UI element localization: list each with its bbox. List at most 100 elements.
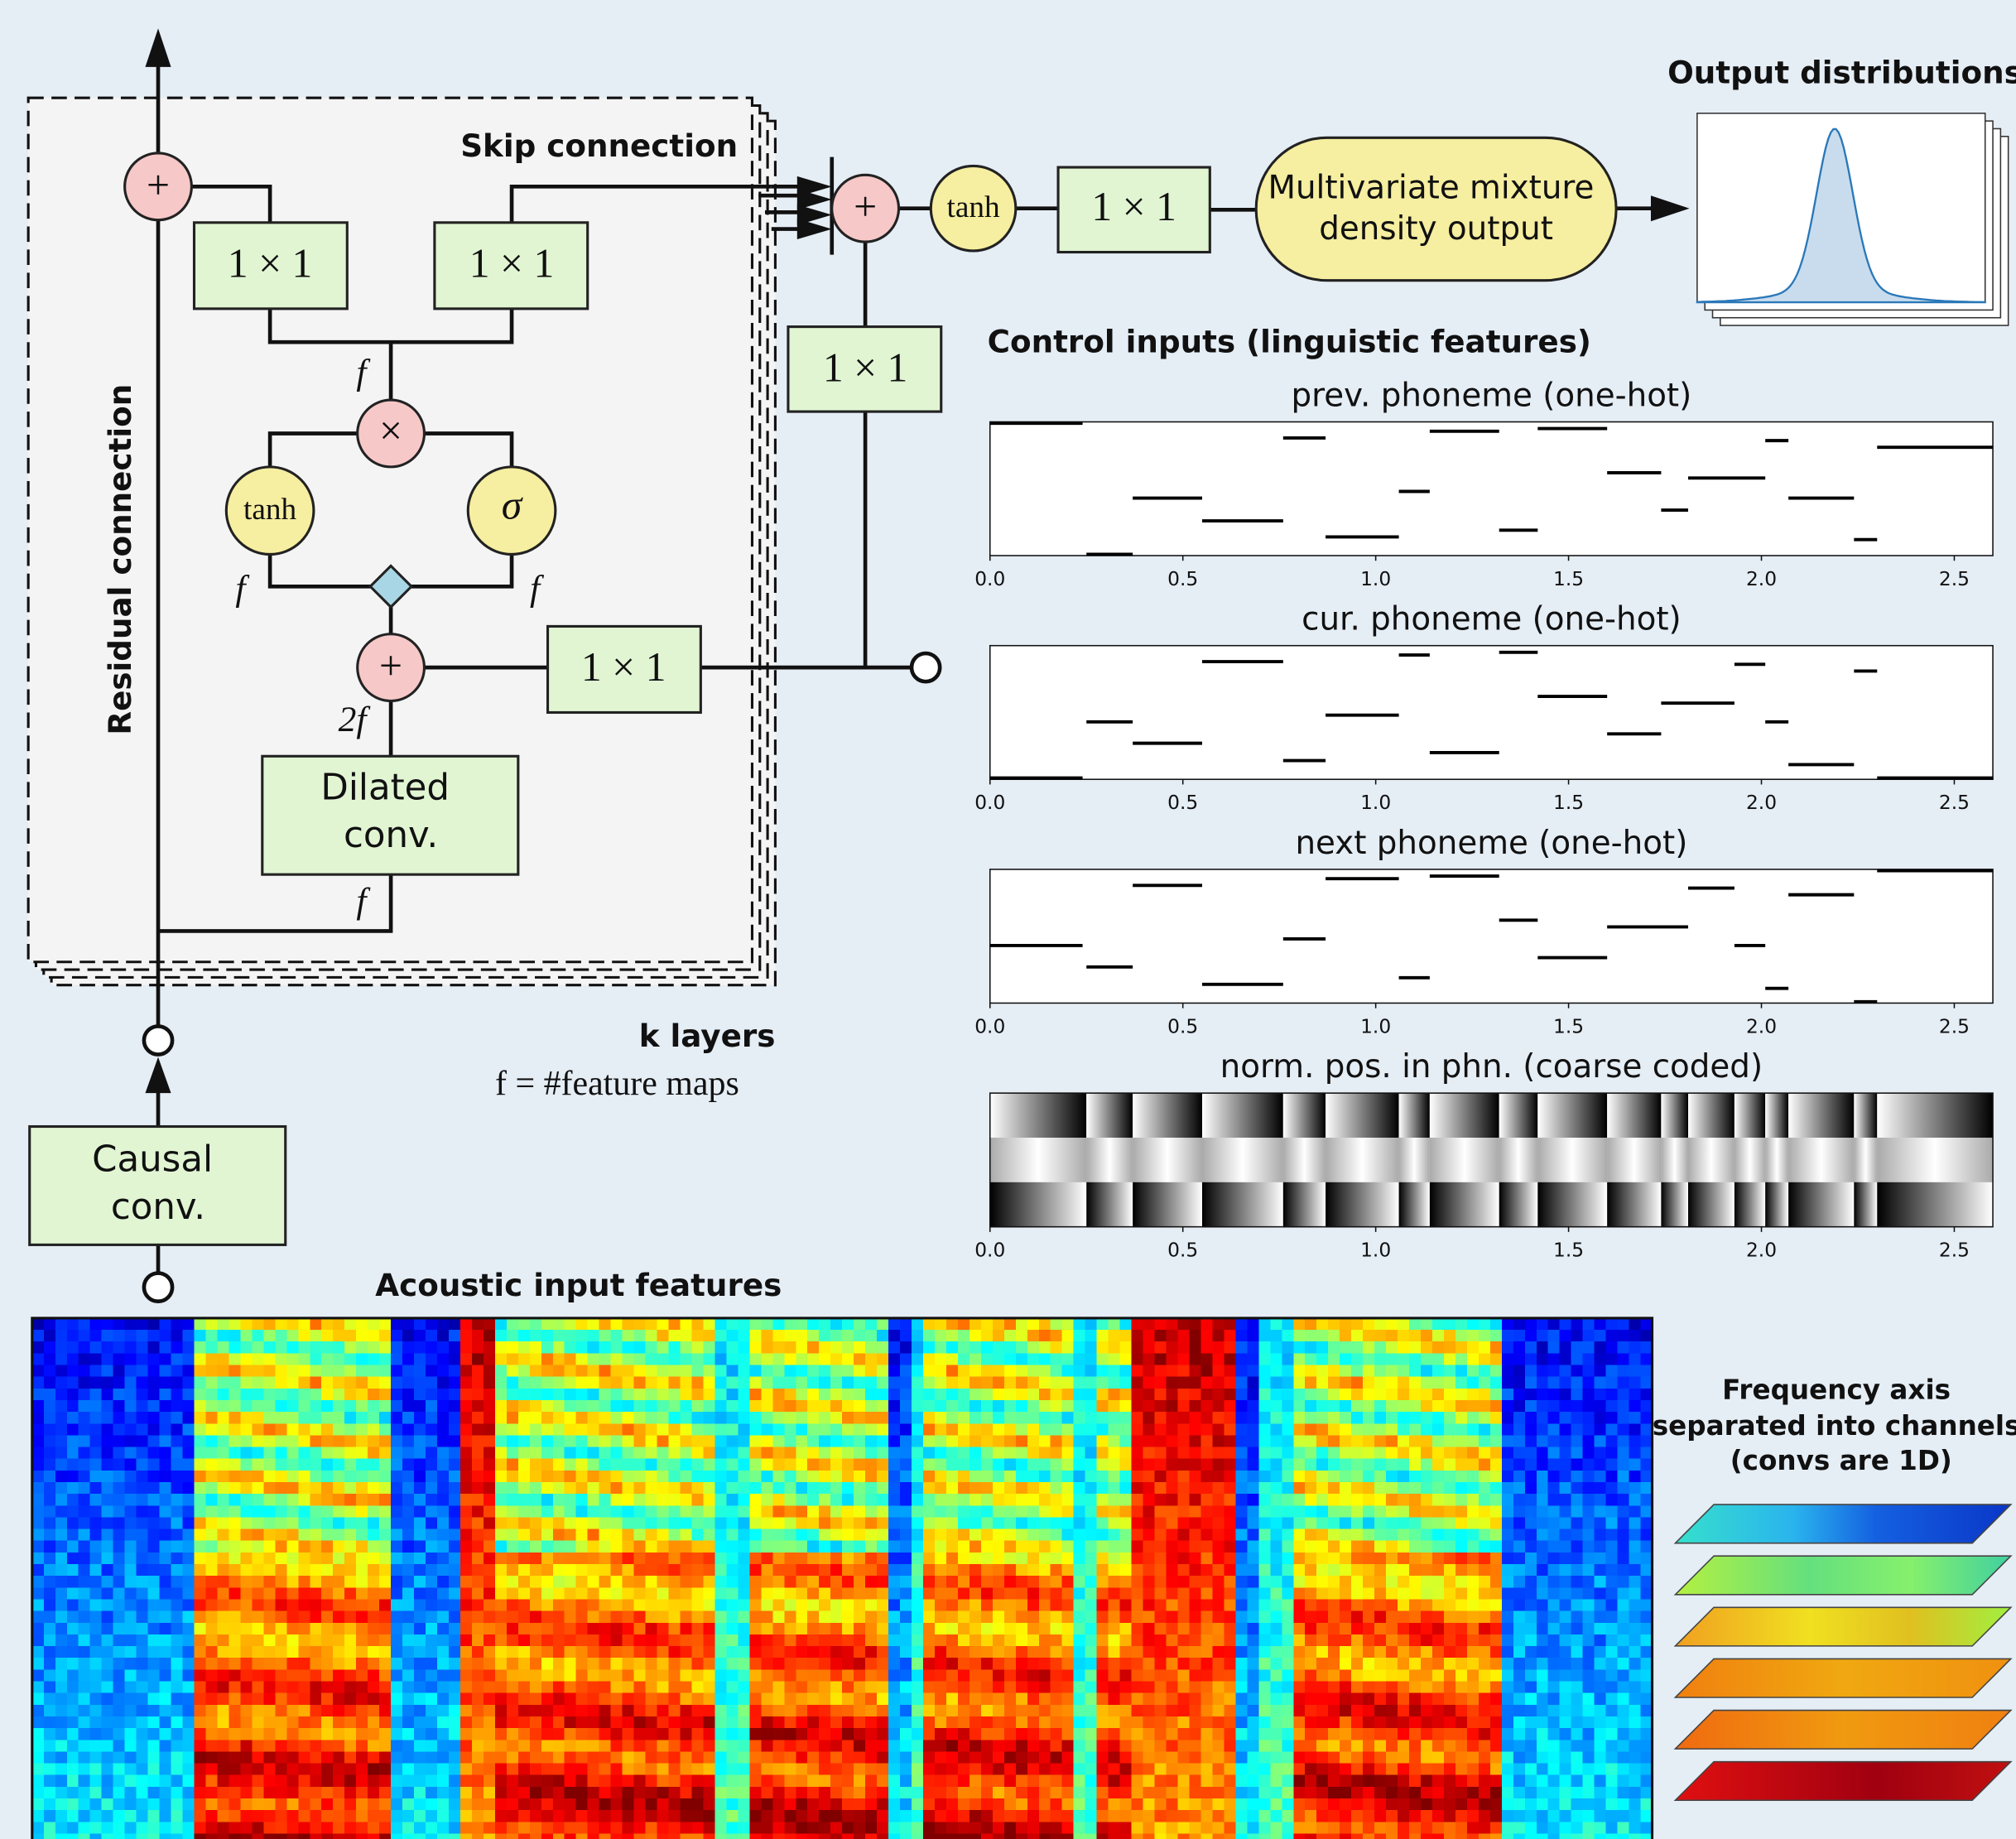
spectrogram-cell (171, 1764, 184, 1776)
spectrogram-cell (90, 1553, 103, 1565)
spectrogram-cell (865, 1611, 878, 1624)
spectrogram-cell (391, 1517, 403, 1529)
spectrogram-cell (565, 1646, 577, 1658)
spectrogram-cell (333, 1435, 345, 1447)
spectrogram-cell (484, 1517, 496, 1529)
spectrogram-cell (402, 1740, 415, 1752)
spectrogram-cell (333, 1833, 345, 1839)
spectrogram-cell (830, 1833, 843, 1839)
spectrogram-cell (1224, 1435, 1236, 1447)
spectrogram-cell (55, 1682, 68, 1694)
spectrogram-cell (703, 1529, 715, 1542)
spectrogram-cell (530, 1587, 542, 1600)
spectrogram-cell (55, 1553, 68, 1565)
spectrogram-cell (657, 1623, 670, 1635)
spectrogram-cell (240, 1693, 253, 1706)
spectrogram-cell (1016, 1459, 1028, 1471)
spectrogram-cell (669, 1611, 681, 1624)
spectrogram-cell (55, 1389, 68, 1401)
spectrogram-cell (888, 1775, 901, 1788)
spectrogram-cell (368, 1764, 380, 1776)
spectrogram-cell (946, 1634, 959, 1647)
spectrogram-cell (599, 1634, 612, 1647)
spectrogram-cell (1027, 1669, 1040, 1682)
spectrogram-cell (796, 1353, 808, 1365)
spectrogram-cell (344, 1365, 357, 1378)
spectrogram-cell (67, 1833, 79, 1839)
spectrogram-cell (368, 1564, 380, 1577)
spectrogram-cell (726, 1716, 739, 1729)
spectrogram-cell (344, 1775, 357, 1788)
spectrogram-cell (888, 1682, 901, 1694)
spectrogram-cell (646, 1494, 658, 1506)
spectrogram-cell (553, 1634, 565, 1647)
spectrogram-cell (1155, 1435, 1167, 1447)
spectrogram-cell (183, 1764, 195, 1776)
spectrogram-cell (623, 1705, 635, 1717)
spectrogram-cell (819, 1494, 831, 1506)
spectrogram-cell (1097, 1599, 1109, 1611)
spectrogram-cell (807, 1318, 820, 1331)
spectrogram-cell (1167, 1646, 1179, 1658)
spectrogram-cell (298, 1787, 310, 1799)
spectrogram-cell (807, 1810, 820, 1822)
spectrogram-cell (900, 1529, 912, 1542)
spectrogram-cell (900, 1669, 912, 1682)
spectrogram-cell (935, 1482, 947, 1495)
spectrogram-cell (761, 1341, 773, 1354)
spectrogram-cell (1212, 1564, 1225, 1577)
spectrogram-cell (715, 1341, 727, 1354)
spectrogram-cell (576, 1810, 589, 1822)
spectrogram-cell (784, 1658, 796, 1670)
spectrogram-cell (657, 1634, 670, 1647)
spectrogram-cell (865, 1740, 878, 1752)
spectrogram-cell (1224, 1822, 1236, 1834)
spectrogram-cell (368, 1517, 380, 1529)
spectrogram-cell (576, 1705, 589, 1717)
spectrogram-cell (171, 1541, 184, 1553)
spectrogram-cell (426, 1412, 438, 1424)
spectrogram-cell (426, 1365, 438, 1378)
spectrogram-cell (541, 1798, 554, 1811)
spectrogram-cell (819, 1693, 831, 1706)
spectrogram-cell (183, 1576, 195, 1588)
spectrogram-cell (738, 1553, 750, 1565)
spectrogram-cell (44, 1599, 56, 1611)
spectrogram-cell (1051, 1576, 1063, 1588)
spectrogram-cell (240, 1471, 253, 1483)
spectrogram-cell (102, 1400, 114, 1413)
spectrogram-cell (691, 1318, 704, 1331)
spectrogram-cell (1085, 1447, 1098, 1460)
spectrogram-cell (518, 1365, 531, 1378)
spectrogram-cell (79, 1716, 91, 1729)
spectrogram-cell (888, 1494, 901, 1506)
spectrogram-cell (1132, 1599, 1144, 1611)
spectrogram-cell (565, 1740, 577, 1752)
spectrogram-cell (402, 1787, 415, 1799)
spectrogram-cell (379, 1471, 392, 1483)
spectrogram-cell (437, 1623, 450, 1635)
spectrogram-cell (796, 1576, 808, 1588)
spectrogram-cell (391, 1751, 403, 1764)
spectrogram-cell (623, 1389, 635, 1401)
spectrogram-cell (90, 1541, 103, 1553)
spectrogram-cell (900, 1716, 912, 1729)
spectrogram-cell (379, 1459, 392, 1471)
spectrogram-cell (275, 1775, 287, 1788)
spectrogram-cell (935, 1658, 947, 1670)
spectrogram-cell (460, 1669, 473, 1682)
spectrogram-cell (807, 1353, 820, 1365)
spectrogram-cell (738, 1787, 750, 1799)
spectrogram-cell (1062, 1740, 1075, 1752)
spectrogram-cell (553, 1423, 565, 1436)
spectrogram-cell (530, 1634, 542, 1647)
spectrogram-cell (1027, 1634, 1040, 1647)
spectrogram-cell (286, 1623, 299, 1635)
spectrogram-cell (599, 1412, 612, 1424)
coarse-band (1202, 1093, 1283, 1139)
spectrogram-cell (715, 1587, 727, 1600)
spectrogram-cell (263, 1787, 276, 1799)
spectrogram-cell (55, 1716, 68, 1729)
spectrogram-cell (205, 1318, 218, 1331)
spectrogram-cell (402, 1716, 415, 1729)
